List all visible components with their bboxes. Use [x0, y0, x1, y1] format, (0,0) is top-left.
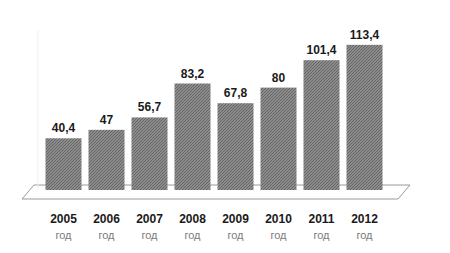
category-label: 2006 год — [93, 212, 120, 241]
chart-svg: 40,44756,783,267,880101,4113,42005год200… — [0, 0, 450, 253]
y-axis-line — [38, 30, 39, 190]
data-label: 40,4 — [52, 121, 76, 135]
category-label: 2011 год — [308, 212, 334, 241]
bar — [347, 45, 383, 190]
category-unit: год — [184, 229, 201, 241]
category-unit: год — [313, 229, 330, 241]
category-unit: год — [227, 229, 244, 241]
bar — [175, 84, 211, 190]
category-unit: год — [356, 229, 373, 241]
category-label: 2012 год — [351, 212, 378, 241]
data-label: 56,7 — [138, 100, 162, 114]
category-unit: год — [98, 229, 115, 241]
category-year: 2008 — [179, 212, 206, 226]
data-label: 101,4 — [306, 43, 336, 57]
category-label: 2010 год — [265, 212, 292, 241]
category-unit: год — [141, 229, 158, 241]
category-label: 2005 год — [50, 212, 77, 241]
category-year: 2005 — [50, 212, 77, 226]
bar — [89, 130, 125, 190]
category-year: 2010 — [265, 212, 292, 226]
category-label: 2008 год — [179, 212, 206, 241]
category-year: 2011 — [308, 212, 334, 226]
bars — [46, 45, 383, 190]
category-year: 2006 — [93, 212, 120, 226]
data-label: 47 — [100, 113, 114, 127]
bar — [218, 103, 254, 190]
category-unit: год — [55, 229, 72, 241]
category-year: 2009 — [222, 212, 249, 226]
category-unit: год — [270, 229, 287, 241]
chart-root: 40,44756,783,267,880101,4113,42005год200… — [0, 0, 450, 253]
category-label: 2007 год — [136, 212, 163, 241]
labels: 40,44756,783,267,880101,4113,42005год200… — [50, 28, 379, 241]
bar — [132, 117, 168, 190]
category-year: 2007 — [136, 212, 163, 226]
category-label: 2009 год — [222, 212, 249, 241]
data-label: 83,2 — [181, 67, 205, 81]
data-label: 80 — [272, 71, 286, 85]
data-label: 67,8 — [224, 86, 248, 100]
bar — [261, 88, 297, 190]
category-year: 2012 — [351, 212, 378, 226]
data-label: 113,4 — [350, 28, 380, 42]
bar — [46, 138, 82, 190]
bar — [304, 60, 340, 190]
